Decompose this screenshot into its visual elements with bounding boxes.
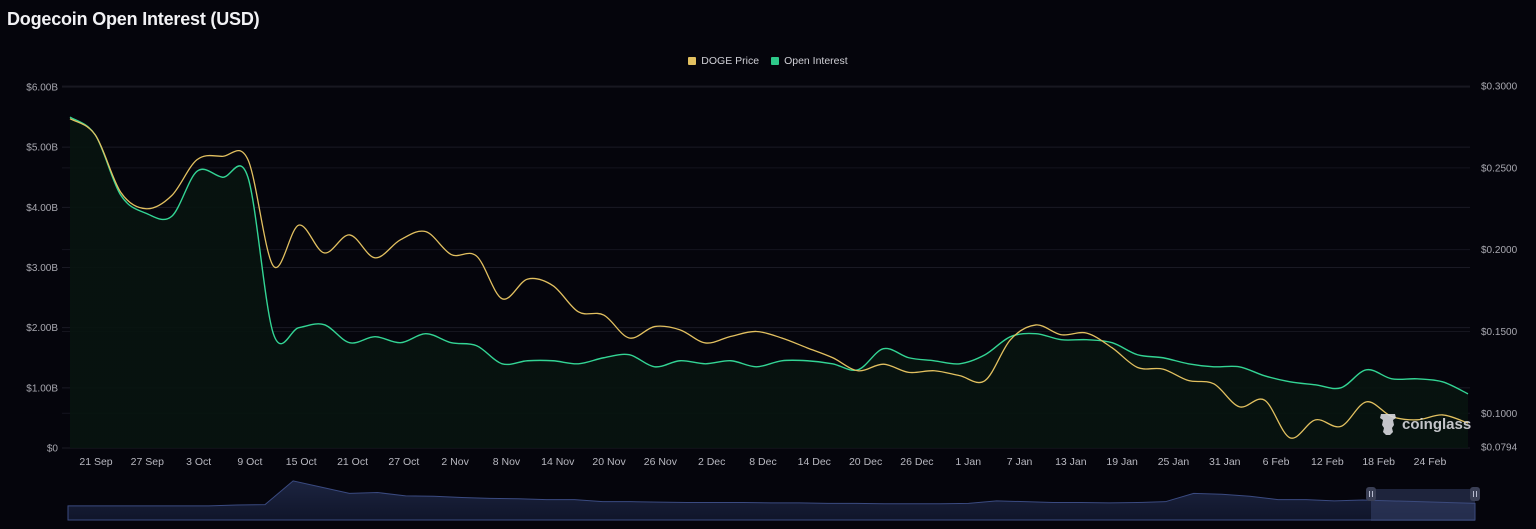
svg-text:$0: $0 xyxy=(47,444,59,455)
svg-text:2 Nov: 2 Nov xyxy=(441,456,469,468)
svg-text:26 Nov: 26 Nov xyxy=(644,456,678,468)
left-axis: $6.00B $5.00B $4.00B $3.00B $2.00B $1.00B $0 xyxy=(26,83,58,455)
svg-text:$4.00B: $4.00B xyxy=(26,203,58,214)
svg-text:$0.2000: $0.2000 xyxy=(1481,245,1518,256)
svg-text:8 Nov: 8 Nov xyxy=(493,456,521,468)
svg-text:$0.1000: $0.1000 xyxy=(1481,409,1518,420)
svg-text:12 Feb: 12 Feb xyxy=(1311,456,1344,468)
svg-text:31 Jan: 31 Jan xyxy=(1209,456,1241,468)
x-axis: 21 Sep 27 Sep 3 Oct 9 Oct 15 Oct 21 Oct 27 Oct… xyxy=(79,456,1446,468)
svg-text:9 Oct: 9 Oct xyxy=(237,456,262,468)
legend-label: DOGE Price xyxy=(701,55,760,67)
doge-price-line xyxy=(69,118,1469,439)
svg-text:20 Dec: 20 Dec xyxy=(849,456,882,468)
svg-text:14 Nov: 14 Nov xyxy=(541,456,575,468)
svg-text:21 Sep: 21 Sep xyxy=(79,456,112,468)
navigator-right-handle[interactable] xyxy=(1470,487,1480,501)
legend-label: Open Interest xyxy=(784,55,848,67)
svg-text:27 Sep: 27 Sep xyxy=(131,456,164,468)
svg-text:$0.2500: $0.2500 xyxy=(1481,163,1518,174)
right-axis: $0.3000 $0.2500 $0.2000 $0.1500 $0.1000 $0.07… xyxy=(1481,82,1518,454)
svg-text:27 Oct: 27 Oct xyxy=(388,456,419,468)
doge-price-swatch-icon xyxy=(688,57,697,65)
coinglass-logo-icon xyxy=(1380,414,1396,435)
navigator-area xyxy=(67,480,1476,521)
svg-text:20 Nov: 20 Nov xyxy=(592,456,626,468)
svg-text:24 Feb: 24 Feb xyxy=(1414,456,1447,468)
svg-text:8 Dec: 8 Dec xyxy=(749,456,776,468)
svg-text:$0.0794: $0.0794 xyxy=(1481,443,1518,454)
svg-text:$3.00B: $3.00B xyxy=(26,263,58,274)
svg-text:18 Feb: 18 Feb xyxy=(1362,456,1395,468)
svg-text:26 Dec: 26 Dec xyxy=(900,456,933,468)
open-interest-line xyxy=(69,116,1469,395)
svg-text:3 Oct: 3 Oct xyxy=(186,456,211,468)
open-interest-swatch-icon xyxy=(771,57,780,65)
svg-text:21 Oct: 21 Oct xyxy=(337,456,368,468)
chart-title: Dogecoin Open Interest (USD) xyxy=(7,9,260,29)
svg-text:$0.1500: $0.1500 xyxy=(1481,327,1518,338)
svg-text:6 Feb: 6 Feb xyxy=(1263,456,1290,468)
svg-text:$1.00B: $1.00B xyxy=(26,383,58,394)
svg-text:$0.3000: $0.3000 xyxy=(1481,82,1518,93)
svg-text:$2.00B: $2.00B xyxy=(26,323,58,334)
svg-text:14 Dec: 14 Dec xyxy=(798,456,831,468)
legend-item-open-interest[interactable]: Open Interest xyxy=(771,55,848,67)
svg-text:$6.00B: $6.00B xyxy=(26,83,58,94)
navigator-left-handle[interactable] xyxy=(1366,487,1376,501)
svg-text:13 Jan: 13 Jan xyxy=(1055,456,1087,468)
open-interest-area xyxy=(70,117,1468,448)
coinglass-watermark: coinglass xyxy=(1378,412,1471,436)
svg-text:2 Dec: 2 Dec xyxy=(698,456,725,468)
svg-text:19 Jan: 19 Jan xyxy=(1106,456,1138,468)
navigator-selection[interactable] xyxy=(1371,489,1475,521)
svg-text:7 Jan: 7 Jan xyxy=(1007,456,1033,468)
legend-item-doge-price[interactable]: DOGE Price xyxy=(688,55,759,67)
watermark-text: coinglass xyxy=(1402,415,1472,433)
svg-text:25 Jan: 25 Jan xyxy=(1158,456,1190,468)
chart-legend: DOGE Price Open Interest xyxy=(0,55,1536,67)
svg-text:1 Jan: 1 Jan xyxy=(955,456,981,468)
svg-text:15 Oct: 15 Oct xyxy=(286,456,317,468)
svg-text:$5.00B: $5.00B xyxy=(26,143,58,154)
range-navigator[interactable] xyxy=(67,480,1476,521)
